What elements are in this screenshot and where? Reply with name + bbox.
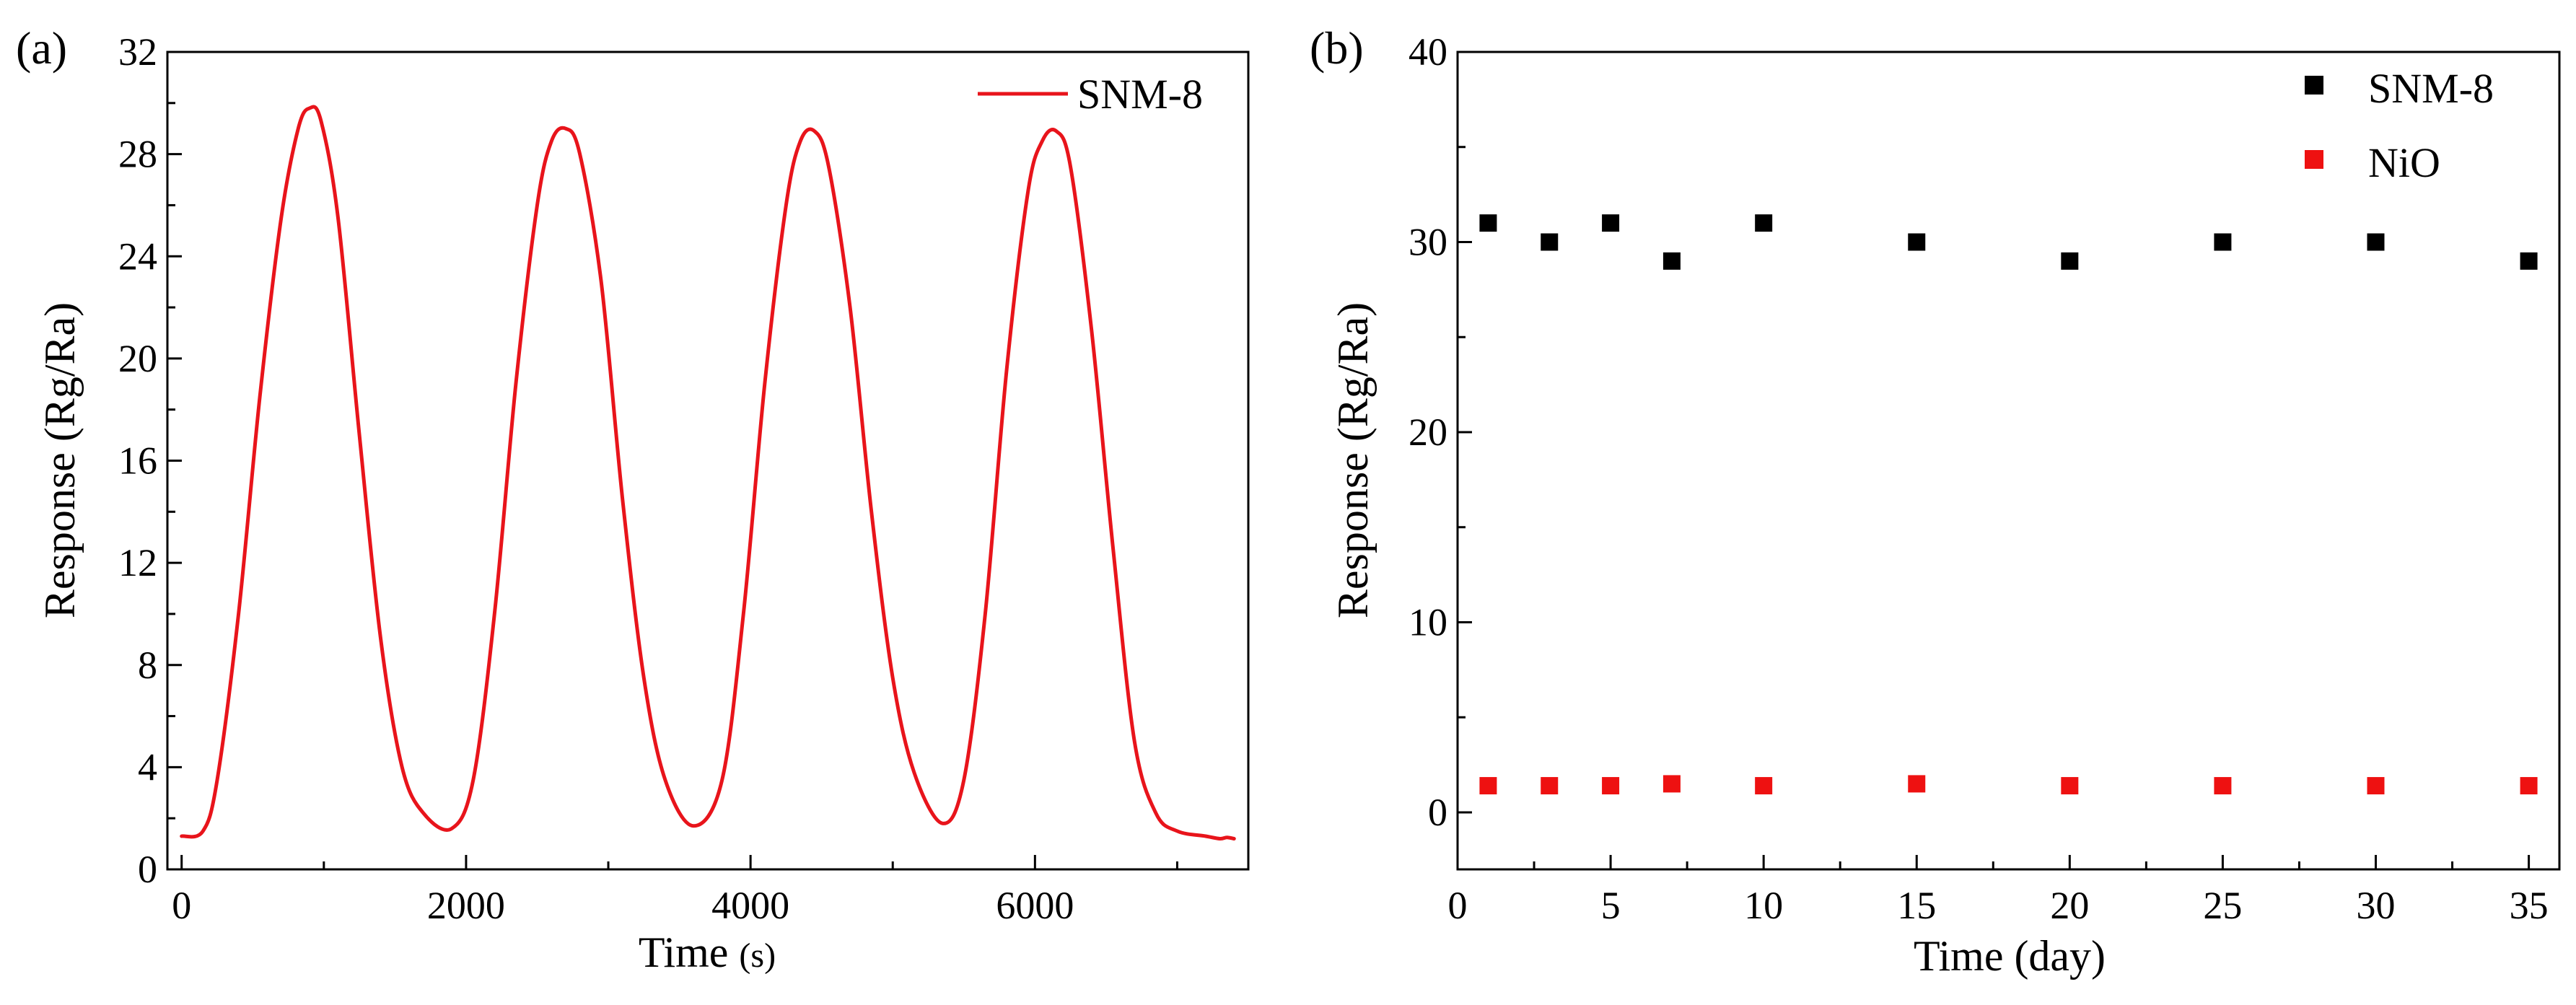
- panel-a-xtick-label: 4000: [711, 884, 789, 927]
- panel-a-xtick-label: 2000: [427, 884, 505, 927]
- panel-b-legend: SNM-8 NiO: [2305, 65, 2494, 186]
- panel-b-ytick-label: 20: [1409, 411, 1447, 454]
- panel-a-xtick-label: 6000: [996, 884, 1074, 927]
- panel-a-xtick-label: 0: [172, 884, 191, 927]
- panel-a-ytick-label: 16: [118, 439, 157, 483]
- panel-b-point-snm8: [2214, 233, 2232, 251]
- panel-a-ytick-label: 24: [118, 234, 157, 278]
- panel-a-plot-frame: [166, 51, 1250, 871]
- panel-b-xtick-label: 0: [1448, 884, 1468, 927]
- panel-b-point-nio: [2061, 777, 2079, 795]
- panel-b-point-nio: [2520, 777, 2538, 795]
- panel-b-point-nio: [1755, 777, 1773, 795]
- panel-b-ytick-label: 30: [1409, 220, 1447, 263]
- panel-b-legend-swatch-snm8: [2305, 76, 2323, 95]
- panel-a-legend: SNM-8: [978, 71, 1203, 118]
- panel-b-legend-label-snm8: SNM-8: [2368, 65, 2494, 112]
- panel-b-xtick-label: 15: [1897, 884, 1936, 927]
- panel-b-point-snm8: [2061, 252, 2079, 270]
- panel-b-point-nio: [1908, 775, 1926, 793]
- panel-b-point-snm8: [2367, 233, 2385, 251]
- panel-a-chart: (a) 0 2000 4000 6000 0 4 8 12 16 20 24 28 32 SNM-8 T…: [16, 22, 1250, 976]
- panel-b-point-snm8: [1662, 252, 1681, 270]
- panel-b-ytick-label: 40: [1409, 30, 1447, 74]
- panel-a-ytick-label: 12: [118, 541, 157, 584]
- panel-b-point-snm8: [1541, 233, 1559, 251]
- panel-a-ytick-label: 4: [138, 745, 157, 789]
- panel-b-ylabel: Response (Rg/Ra): [1329, 302, 1377, 618]
- panel-b-label: (b): [1310, 22, 1364, 74]
- panel-b-chart: (b) 0 5 10 15 20 25 30 35 0 10 20 30 40 SNM-8 NiO Ti…: [1310, 22, 2561, 980]
- panel-b-xtick-label: 35: [2510, 884, 2549, 927]
- panel-b-point-nio: [2214, 777, 2232, 795]
- panel-a-ytick-label: 8: [138, 644, 157, 687]
- panel-a-ytick-label: 20: [118, 337, 157, 380]
- panel-b-point-nio: [2367, 777, 2385, 795]
- panel-b-point-snm8: [1602, 214, 1620, 232]
- panel-b-xtick-label: 10: [1744, 884, 1783, 927]
- panel-b-ytick-label: 10: [1409, 600, 1447, 644]
- panel-b-xtick-label: 30: [2357, 884, 2396, 927]
- panel-b-point-nio: [1662, 775, 1681, 793]
- panel-b-point-snm8: [1908, 233, 1926, 251]
- panel-b-point-nio: [1541, 777, 1559, 795]
- panel-b-point-snm8: [1755, 214, 1773, 232]
- panel-a-ytick-label: 0: [138, 848, 157, 891]
- panel-b-xtick-label: 25: [2203, 884, 2242, 927]
- panel-b-legend-label-nio: NiO: [2368, 139, 2440, 186]
- panel-a-ylabel: Response (Rg/Ra): [36, 302, 84, 618]
- panel-b-plot-frame: [1456, 51, 2561, 871]
- panel-a-legend-label-snm8: SNM-8: [1077, 71, 1203, 118]
- panel-b-xlabel: Time (day): [1914, 932, 2106, 980]
- panel-b-point-nio: [1602, 777, 1620, 795]
- panel-b-point-nio: [1479, 777, 1497, 795]
- panel-a-ytick-label: 28: [118, 133, 157, 176]
- panel-a-xlabel: Time (s): [639, 929, 776, 976]
- panel-b-point-snm8: [2520, 252, 2538, 270]
- panel-b-legend-swatch-nio: [2305, 150, 2323, 169]
- panel-a-ytick-label: 32: [118, 30, 157, 74]
- panel-a-label: (a): [16, 22, 67, 74]
- panel-a-xlabel-unit: (s): [739, 936, 776, 975]
- panel-a-xlabel-main: Time: [639, 929, 740, 976]
- panel-b-point-snm8: [1479, 214, 1497, 232]
- panel-b-xtick-label: 5: [1601, 884, 1621, 927]
- panel-a-series-snm8-line: [180, 105, 1236, 841]
- panel-b-xtick-label: 20: [2050, 884, 2089, 927]
- panel-b-ytick-label: 0: [1428, 791, 1447, 834]
